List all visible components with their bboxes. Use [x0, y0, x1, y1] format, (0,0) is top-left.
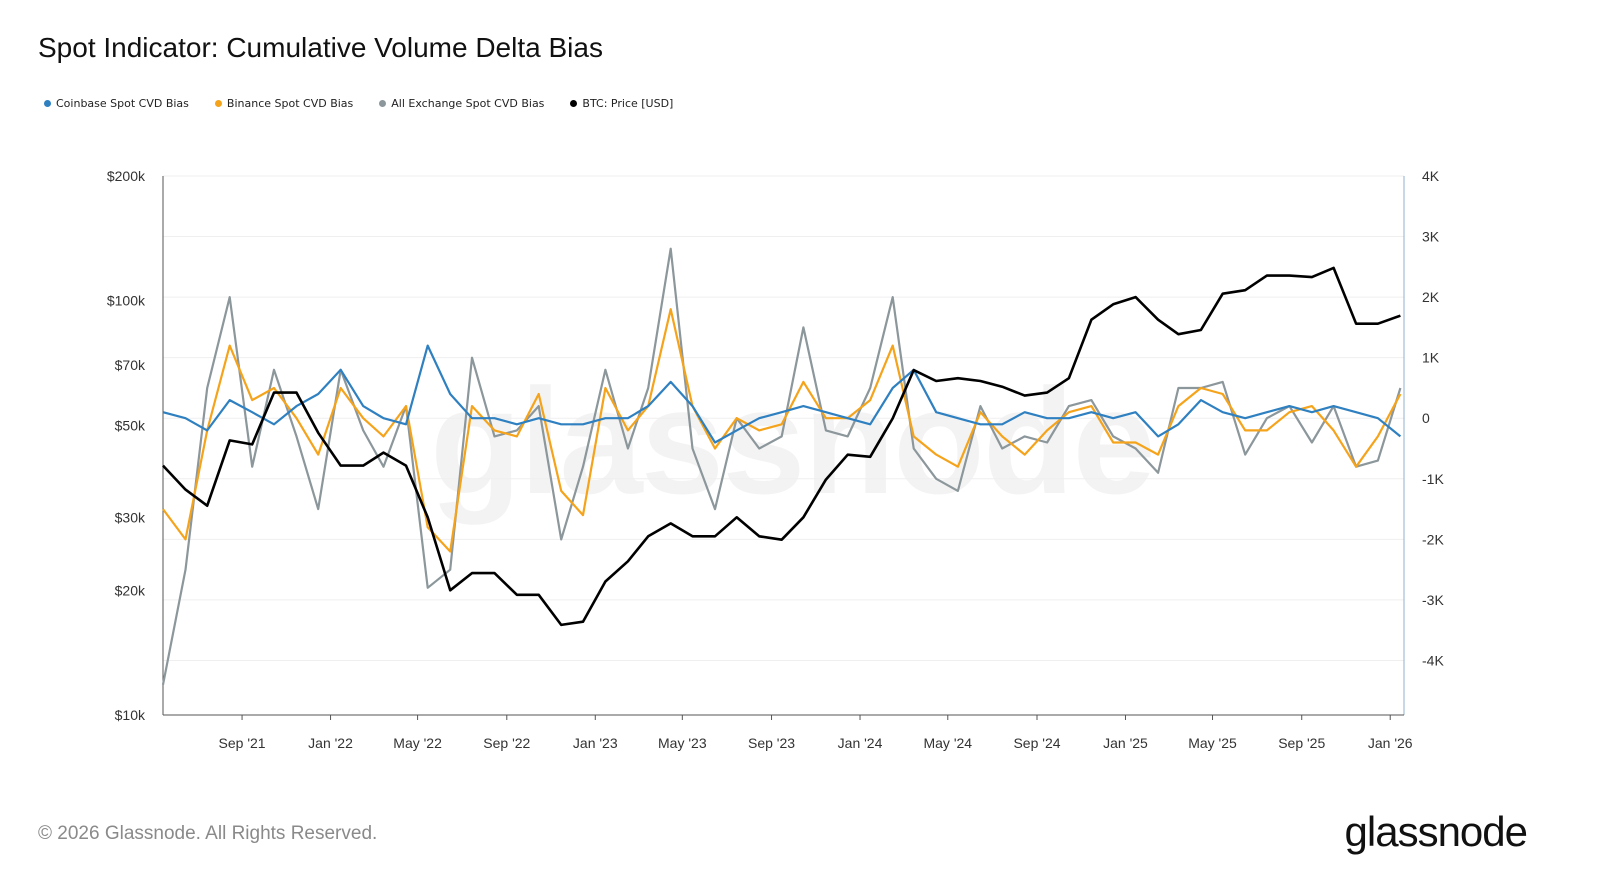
x-tick-label: Jan '25 — [1103, 735, 1148, 751]
series-line-btc-price-usd- — [162, 266, 1401, 627]
legend-label: BTC: Price [USD] — [582, 97, 674, 110]
right-y-tick-label: 1K — [1422, 350, 1440, 366]
legend-label: Binance Spot CVD Bias — [226, 97, 354, 110]
x-tick-label: May '23 — [658, 735, 707, 751]
x-tick-label: Jan '23 — [573, 735, 618, 751]
left-y-tick-label: $50k — [115, 417, 146, 433]
series-line-coinbase-spot-cvd-bias — [162, 344, 1402, 444]
left-y-tick-label: $30k — [115, 509, 146, 525]
right-y-tick-label: -2K — [1422, 531, 1444, 547]
x-tick-label: Sep '23 — [748, 735, 795, 751]
left-y-tick-label: $20k — [115, 582, 146, 598]
legend-item-coinbase[interactable]: Coinbase Spot CVD Bias — [44, 97, 189, 110]
x-tick-label: Sep '22 — [483, 735, 530, 751]
series-line-all-exchange-spot-cvd-bias — [161, 247, 1402, 685]
legend-label: Coinbase Spot CVD Bias — [56, 97, 189, 110]
right-y-tick-label: 3K — [1422, 229, 1440, 245]
legend-dot-icon — [379, 100, 387, 107]
legend-item-all-exchange[interactable]: All Exchange Spot CVD Bias — [379, 97, 544, 110]
right-y-tick-label: -1K — [1422, 471, 1444, 487]
legend: Coinbase Spot CVD Bias Binance Spot CVD … — [44, 97, 673, 110]
x-tick-label: Sep '21 — [219, 735, 266, 751]
right-y-tick-label: -3K — [1422, 592, 1444, 608]
series-line-binance-spot-cvd-bias — [162, 308, 1402, 553]
legend-label: All Exchange Spot CVD Bias — [391, 97, 545, 110]
x-tick-label: Sep '24 — [1013, 735, 1060, 751]
x-tick-label: Jan '22 — [308, 735, 353, 751]
left-y-tick-label: $100k — [107, 293, 146, 309]
left-y-tick-label: $70k — [115, 357, 146, 373]
right-y-tick-label: -4K — [1422, 652, 1444, 668]
legend-dot-icon — [44, 100, 51, 107]
x-tick-label: Jan '24 — [838, 735, 883, 751]
legend-dot-icon — [570, 100, 578, 107]
right-y-tick-label: 2K — [1422, 289, 1440, 305]
legend-item-binance[interactable]: Binance Spot CVD Bias — [214, 97, 354, 110]
left-y-tick-label: $200k — [107, 168, 146, 184]
x-tick-label: May '24 — [923, 735, 972, 751]
right-y-tick-label: 4K — [1422, 168, 1440, 184]
chart-title: Spot Indicator: Cumulative Volume Delta … — [38, 32, 603, 63]
copyright: © 2026 Glassnode. All Rights Reserved. — [38, 823, 378, 844]
right-y-tick-label: 0 — [1422, 410, 1430, 426]
glassnode-logo: glassnode — [1344, 808, 1528, 855]
left-y-tick-label: $10k — [115, 707, 146, 723]
legend-item-btc-price[interactable]: BTC: Price [USD] — [570, 97, 673, 110]
x-tick-label: Sep '25 — [1278, 735, 1325, 751]
x-tick-label: Jan '26 — [1368, 735, 1413, 751]
x-tick-label: May '25 — [1188, 735, 1237, 751]
legend-dot-icon — [214, 100, 222, 107]
x-tick-label: May '22 — [393, 735, 442, 751]
